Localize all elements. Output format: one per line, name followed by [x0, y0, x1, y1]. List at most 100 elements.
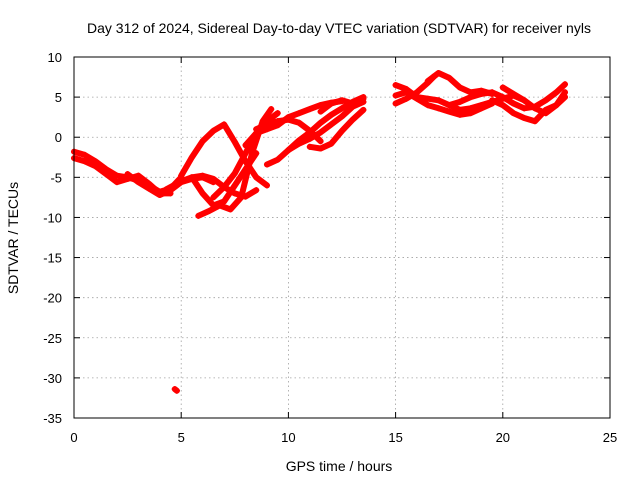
data-point	[317, 102, 324, 109]
data-point	[435, 105, 442, 112]
x-tick-label: 10	[281, 430, 295, 445]
y-tick-label: -20	[43, 291, 62, 306]
series-track-14	[317, 95, 367, 115]
data-point	[231, 182, 238, 189]
data-point	[446, 74, 453, 81]
series-trace	[285, 98, 367, 154]
data-point	[339, 127, 345, 134]
y-tick-label: -35	[43, 411, 62, 426]
data-point	[178, 172, 185, 179]
data-point	[81, 151, 88, 158]
data-point	[489, 97, 496, 104]
data-point	[263, 161, 270, 168]
data-point	[231, 139, 238, 146]
data-point	[317, 145, 324, 152]
x-tick-label: 20	[496, 430, 510, 445]
data-point	[296, 119, 303, 126]
data-point	[210, 175, 217, 182]
data-point	[489, 89, 496, 96]
data-point	[242, 142, 249, 149]
data-point	[306, 129, 313, 136]
data-point	[531, 118, 538, 125]
data-point	[199, 190, 206, 197]
data-layer	[71, 70, 568, 394]
plot-border	[73, 56, 611, 419]
x-tick-label: 15	[388, 430, 402, 445]
tick-layer: 0 5 10 15 20 25 10 5 0 -5 -10 -15 -20 -25 -30 -35	[43, 50, 617, 445]
data-point	[531, 105, 538, 112]
data-point	[238, 194, 245, 201]
data-point	[231, 170, 238, 177]
data-point	[510, 90, 517, 97]
x-axis-label: GPS time / hours	[286, 458, 393, 474]
data-point	[414, 95, 421, 102]
data-point	[317, 119, 324, 126]
data-point	[92, 163, 99, 170]
data-point	[135, 179, 142, 186]
data-point	[467, 94, 474, 101]
data-point	[360, 106, 367, 113]
data-point	[392, 82, 399, 89]
data-point	[561, 81, 568, 88]
y-tick-label: -5	[50, 170, 62, 185]
data-point	[328, 111, 335, 118]
y-tick-label: 5	[55, 90, 62, 105]
y-tick-label: -10	[43, 210, 62, 225]
data-point	[542, 97, 549, 104]
data-point	[103, 171, 110, 178]
data-point	[253, 130, 260, 137]
series-track-21	[499, 84, 568, 117]
data-point	[456, 111, 463, 118]
data-point	[210, 194, 217, 201]
data-point	[296, 140, 303, 147]
data-point	[339, 105, 345, 112]
data-point	[188, 174, 195, 181]
data-point	[521, 105, 528, 112]
data-point	[221, 198, 228, 205]
data-point	[553, 89, 560, 96]
data-point	[274, 156, 281, 163]
data-point	[392, 92, 399, 99]
x-tick-label: 25	[603, 430, 617, 445]
data-point	[328, 100, 335, 107]
series-trace	[446, 81, 568, 112]
data-point	[446, 108, 453, 115]
data-point	[163, 186, 170, 193]
data-point	[456, 84, 463, 91]
data-point	[227, 206, 234, 213]
data-point	[424, 102, 431, 109]
data-point	[478, 105, 485, 112]
data-point	[221, 121, 228, 128]
data-point	[216, 202, 223, 209]
data-point	[339, 113, 345, 120]
data-point	[199, 138, 206, 145]
data-point	[206, 208, 213, 215]
data-point	[274, 110, 281, 117]
data-point	[306, 106, 313, 113]
data-point	[146, 185, 153, 192]
data-point	[553, 102, 560, 109]
data-point	[113, 172, 120, 179]
data-point	[113, 179, 120, 186]
y-tick-label: 10	[48, 50, 62, 65]
y-tick-label: -30	[43, 371, 62, 386]
data-point	[221, 183, 228, 190]
data-point	[296, 110, 303, 117]
data-point	[178, 178, 185, 185]
data-point	[317, 108, 324, 115]
data-point	[285, 114, 292, 121]
data-point	[478, 90, 485, 97]
x-tick-label: 0	[70, 430, 77, 445]
data-point	[435, 70, 442, 77]
y-axis-label: SDTVAR / TECUs	[5, 182, 21, 294]
data-point	[435, 97, 442, 104]
data-point	[446, 102, 453, 109]
data-point	[510, 100, 517, 107]
y-tick-label: 0	[55, 130, 62, 145]
data-point	[467, 110, 474, 117]
data-point	[156, 191, 163, 198]
data-point	[81, 158, 88, 165]
data-point	[510, 110, 517, 117]
data-point	[414, 89, 421, 96]
